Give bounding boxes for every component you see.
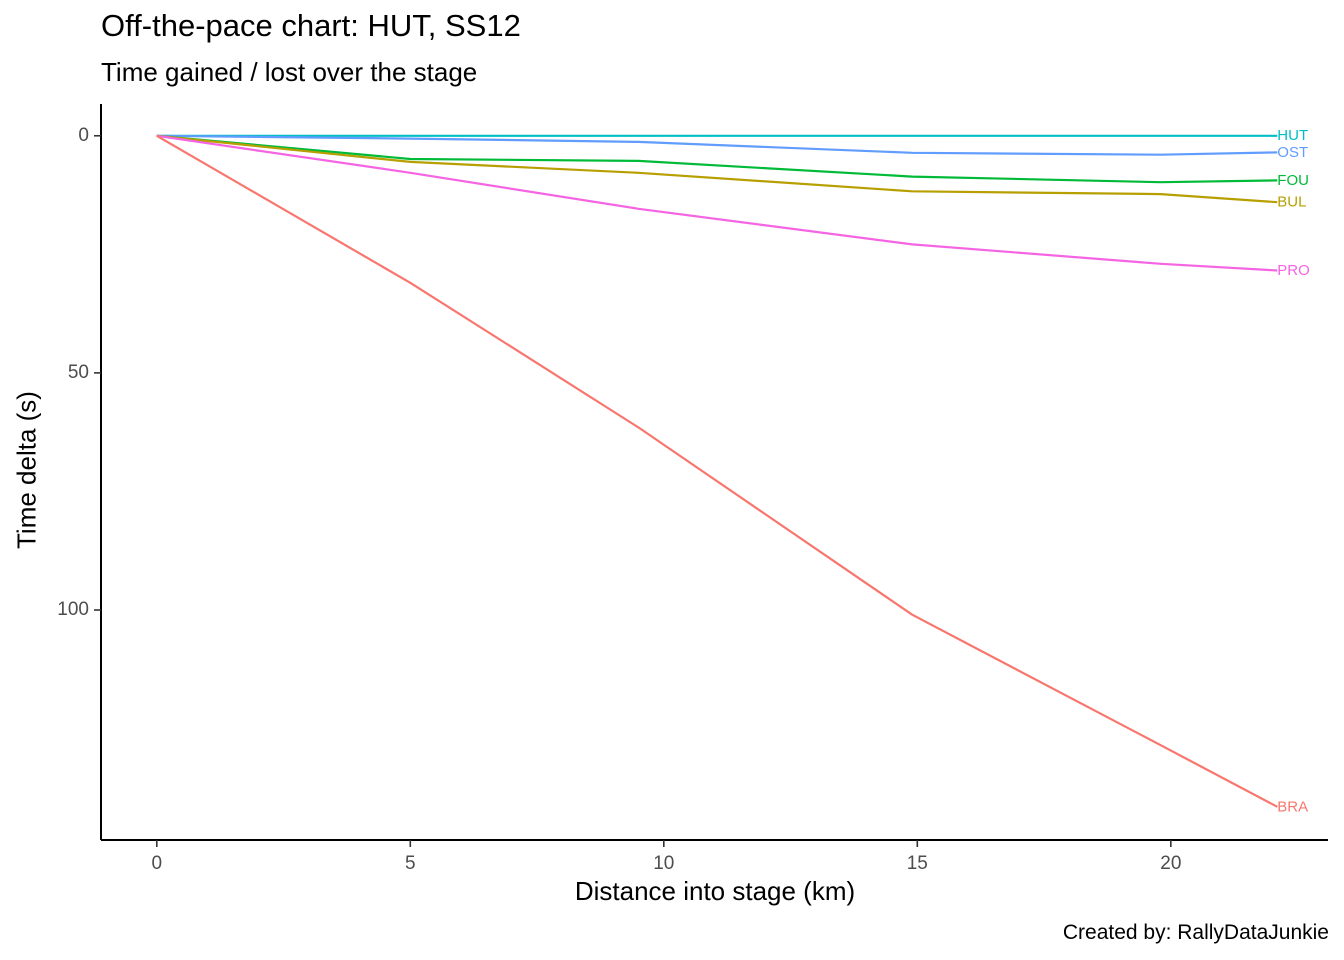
x-tick-label: 0 [151,853,162,874]
x-axis-label: Distance into stage (km) [574,876,856,906]
series-line-bra [156,134,1278,808]
end-label-pro: PRO [1277,262,1310,279]
x-tick-label: 10 [653,853,674,874]
end-label-fou: FOU [1277,172,1309,189]
chart-subtitle: Time gained / lost over the stage [101,57,478,87]
x-tick-label: 5 [405,853,416,874]
x-tick-label: 15 [907,853,928,874]
series-line-bul [156,134,1278,204]
y-tick-label: 0 [78,125,89,146]
chart-title: Off-the-pace chart: HUT, SS12 [101,8,521,43]
series-layer [156,134,1278,808]
y-tick-label: 50 [68,362,89,383]
y-tick-label: 100 [57,599,89,620]
end-label-bra: BRA [1277,798,1308,815]
axes-layer: 0 5 10 15 20 0 50 100 [57,104,1328,874]
end-label-bul: BUL [1277,194,1306,211]
series-line-pro [156,134,1278,272]
end-label-ost: OST [1277,144,1308,161]
series-line-fou [156,134,1278,184]
series-line-ost [156,134,1278,156]
end-label-hut: HUT [1277,127,1308,144]
x-tick-label: 20 [1160,853,1181,874]
chart-caption: Created by: RallyDataJunkie [1062,921,1329,944]
